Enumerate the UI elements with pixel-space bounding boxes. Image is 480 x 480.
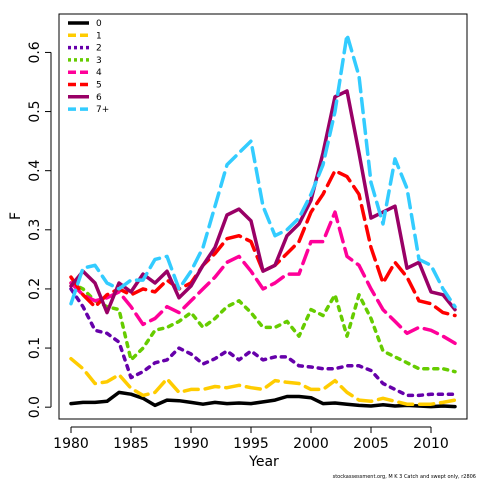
y-tick-label: 0.4 [27, 159, 43, 181]
legend-label: 7+ [96, 105, 109, 115]
plot-border [58, 13, 468, 420]
y-tick-label: 0.1 [27, 337, 43, 359]
legend-label: 5 [96, 81, 102, 91]
legend: 0 1 2 3 4 5 6 7+ [68, 19, 109, 115]
legend-label: 1 [96, 31, 102, 41]
x-tick-label: 2005 [353, 436, 389, 452]
legend-label: 4 [96, 68, 102, 78]
x-tick-label: 2000 [293, 436, 329, 452]
x-tick-label: 1995 [233, 436, 269, 452]
series-line-4 [69, 210, 457, 346]
y-tick-label: 0.3 [27, 219, 43, 241]
series-line-5 [69, 168, 457, 318]
axes: 1980 1985 1990 1995 2000 2005 2010 0.0 0.1 0.2 0.3… [27, 41, 449, 452]
y-tick-label: 0.6 [27, 41, 43, 63]
series-lines [69, 32, 457, 409]
legend-label: 0 [96, 19, 102, 29]
x-tick-label: 1980 [53, 436, 89, 452]
series-line-0 [69, 390, 457, 409]
x-axis-title: Year [248, 454, 279, 470]
series-line-7plus [69, 32, 457, 309]
x-tick-label: 1985 [113, 436, 149, 452]
source-note: stockassessment.org, M K 3 Catch and swe… [333, 474, 476, 480]
x-tick-label: 1990 [173, 436, 209, 452]
legend-label: 3 [96, 56, 102, 66]
y-tick-label: 0.0 [27, 396, 43, 418]
y-axis-title: F [8, 212, 24, 220]
y-tick-label: 0.2 [27, 278, 43, 300]
x-tick-label: 2010 [413, 436, 449, 452]
series-line-6 [69, 89, 457, 315]
legend-label: 6 [96, 93, 102, 103]
legend-label: 2 [96, 44, 102, 54]
y-tick-label: 0.5 [27, 100, 43, 122]
series-line-1 [69, 356, 457, 406]
series-line-3 [69, 281, 457, 374]
series-line-2 [69, 287, 457, 398]
